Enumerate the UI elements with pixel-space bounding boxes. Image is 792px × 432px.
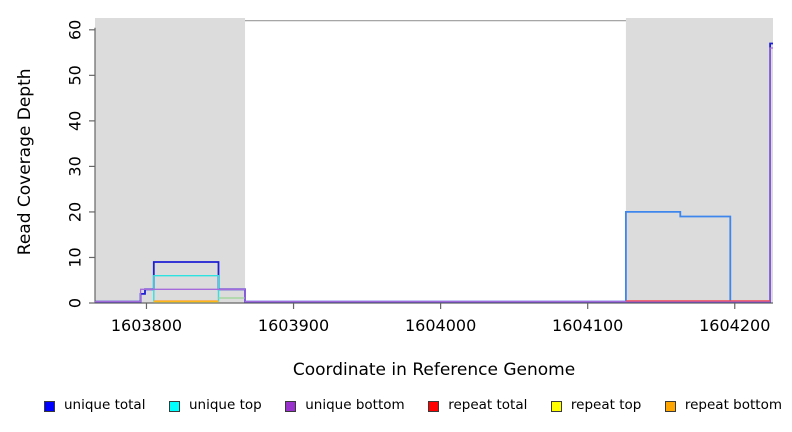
y-tick-label: 50	[66, 65, 85, 85]
legend-swatch-repeat-bottom	[664, 400, 676, 412]
x-tick-label: 1604000	[405, 316, 476, 335]
legend-swatch-repeat-total	[428, 400, 440, 412]
y-tick-label: 60	[66, 20, 85, 40]
x-tick-label: 1604100	[552, 316, 623, 335]
coverage-plot: 0 10 20 30 40 50 60 1603800 1603900 1604000 160410…	[15, 18, 773, 380]
legend-item-repeat-bottom: repeat bottom	[664, 397, 782, 414]
legend-item-repeat-top: repeat top	[550, 397, 642, 414]
series-line-unique-bottom	[95, 47, 773, 303]
legend-item-unique-total: unique total	[44, 399, 145, 413]
x-tick-label: 1603900	[258, 316, 329, 335]
x-axis-title: Coordinate in Reference Genome	[293, 360, 575, 380]
series-line-unique-total	[625, 210, 732, 302]
coverage-plot-canvas: 0 10 20 30 40 50 60 1603800 1603900 1604000 160410…	[15, 18, 773, 380]
y-tick-label: 10	[66, 247, 85, 267]
legend-item-unique-bottom: unique bottom	[285, 397, 405, 414]
legend-swatch-unique-total	[44, 400, 55, 412]
legend-label: repeat total	[448, 397, 528, 414]
right-repeat-region	[625, 18, 773, 303]
legend-label: unique total	[64, 397, 146, 414]
y-axis-title: Read Coverage Depth	[15, 68, 35, 255]
x-tick-label: 1604200	[699, 316, 770, 335]
legend-swatch-unique-bottom	[285, 400, 297, 412]
legend-swatch-unique-top	[169, 400, 180, 412]
legend: unique total unique top unique bottom repea…	[44, 394, 782, 418]
legend-item-unique-top: unique top	[169, 399, 262, 413]
left-repeat-region	[95, 18, 246, 303]
legend-label: unique bottom	[305, 397, 405, 414]
legend-label: repeat bottom	[684, 397, 782, 414]
legend-swatch-repeat-top	[550, 400, 562, 412]
y-tick-label: 0	[66, 298, 85, 308]
legend-item-repeat-total: repeat total	[428, 399, 527, 413]
y-tick-label: 20	[66, 202, 85, 222]
legend-label: repeat top	[570, 397, 642, 414]
y-tick-label: 30	[66, 156, 85, 176]
y-tick-label: 40	[66, 111, 85, 131]
legend-label: unique top	[189, 397, 262, 414]
x-tick-label: 1603800	[111, 316, 182, 335]
